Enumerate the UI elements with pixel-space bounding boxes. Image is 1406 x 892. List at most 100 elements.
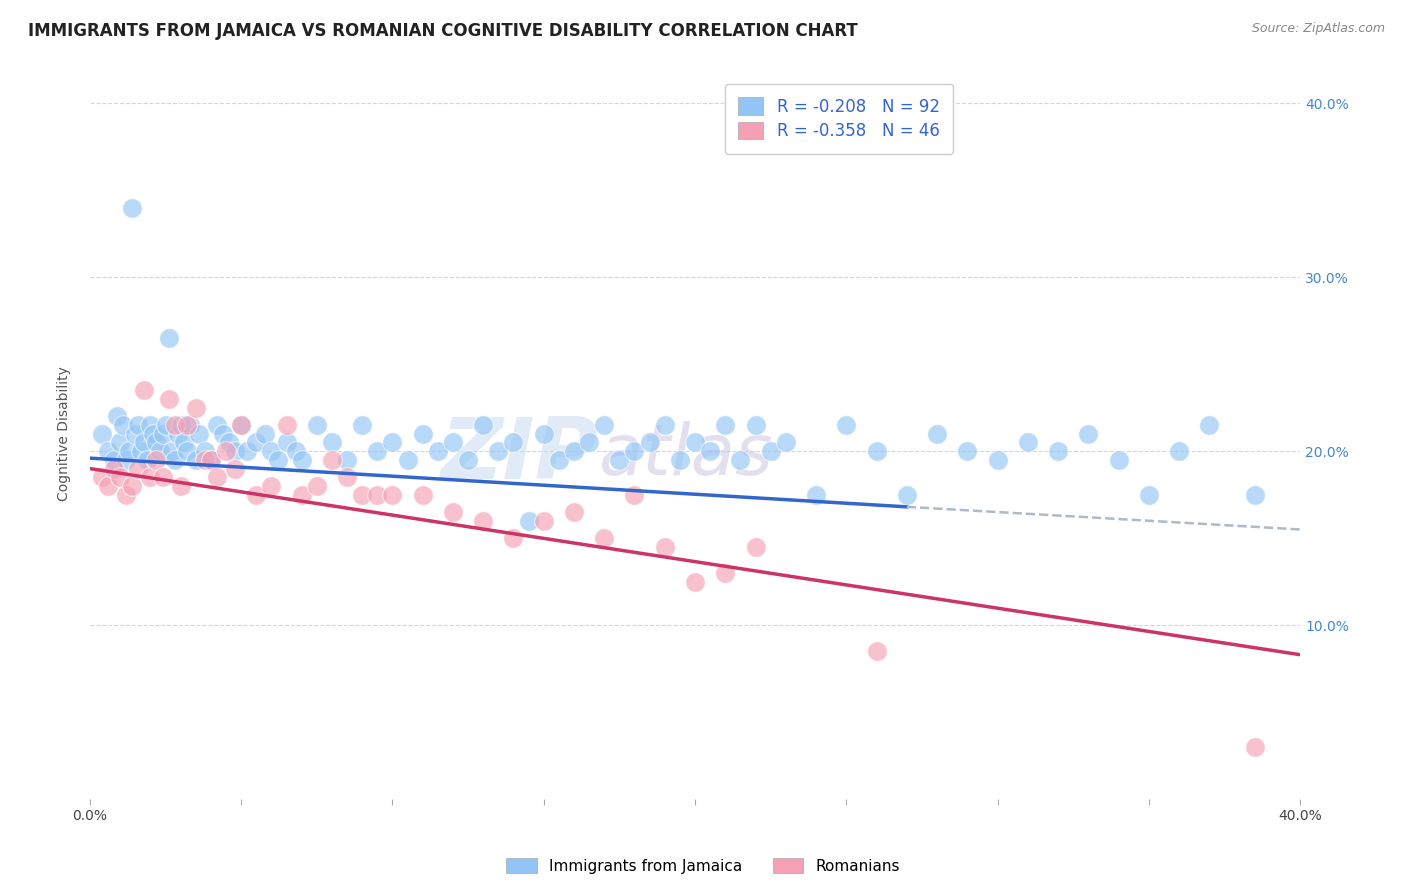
Point	[276, 418, 298, 433]
Point	[166, 426, 188, 441]
Point	[108, 470, 131, 484]
Point	[457, 453, 479, 467]
Point	[1017, 435, 1039, 450]
Point	[714, 566, 737, 580]
Point	[184, 453, 207, 467]
Point	[865, 444, 887, 458]
Point	[291, 453, 314, 467]
Point	[533, 426, 555, 441]
Point	[896, 488, 918, 502]
Point	[163, 453, 186, 467]
Point	[654, 540, 676, 554]
Point	[152, 426, 174, 441]
Point	[284, 444, 307, 458]
Point	[396, 453, 419, 467]
Point	[412, 488, 434, 502]
Point	[97, 444, 120, 458]
Point	[231, 418, 253, 433]
Point	[231, 418, 253, 433]
Point	[547, 453, 569, 467]
Point	[669, 453, 692, 467]
Point	[170, 479, 193, 493]
Point	[134, 435, 156, 450]
Point	[865, 644, 887, 658]
Point	[131, 444, 153, 458]
Point	[759, 444, 782, 458]
Point	[121, 201, 143, 215]
Point	[533, 514, 555, 528]
Point	[699, 444, 721, 458]
Point	[103, 453, 125, 467]
Point	[170, 418, 193, 433]
Point	[254, 426, 277, 441]
Point	[115, 453, 138, 467]
Point	[218, 435, 240, 450]
Point	[336, 453, 359, 467]
Text: ZIP: ZIP	[440, 414, 598, 497]
Point	[683, 574, 706, 589]
Point	[578, 435, 600, 450]
Text: atlas: atlas	[598, 421, 773, 491]
Point	[163, 418, 186, 433]
Point	[200, 453, 222, 467]
Point	[1047, 444, 1070, 458]
Point	[412, 426, 434, 441]
Point	[103, 461, 125, 475]
Text: Source: ZipAtlas.com: Source: ZipAtlas.com	[1251, 22, 1385, 36]
Point	[502, 531, 524, 545]
Point	[142, 426, 165, 441]
Point	[236, 444, 259, 458]
Point	[160, 444, 183, 458]
Point	[623, 488, 645, 502]
Point	[245, 488, 267, 502]
Point	[179, 418, 201, 433]
Point	[1168, 444, 1191, 458]
Point	[157, 331, 180, 345]
Point	[381, 435, 404, 450]
Point	[1243, 739, 1265, 754]
Point	[956, 444, 979, 458]
Point	[593, 418, 616, 433]
Point	[187, 426, 209, 441]
Point	[105, 409, 128, 424]
Point	[654, 418, 676, 433]
Point	[683, 435, 706, 450]
Point	[321, 435, 343, 450]
Point	[224, 444, 246, 458]
Point	[155, 418, 177, 433]
Point	[145, 453, 167, 467]
Point	[260, 479, 283, 493]
Point	[986, 453, 1008, 467]
Point	[609, 453, 631, 467]
Point	[127, 418, 149, 433]
Point	[97, 479, 120, 493]
Point	[305, 418, 328, 433]
Point	[352, 488, 374, 502]
Point	[260, 444, 283, 458]
Point	[925, 426, 948, 441]
Point	[112, 418, 135, 433]
Point	[176, 444, 198, 458]
Point	[381, 488, 404, 502]
Point	[115, 488, 138, 502]
Text: IMMIGRANTS FROM JAMAICA VS ROMANIAN COGNITIVE DISABILITY CORRELATION CHART: IMMIGRANTS FROM JAMAICA VS ROMANIAN COGN…	[28, 22, 858, 40]
Point	[352, 418, 374, 433]
Point	[744, 540, 766, 554]
Legend: R = -0.208   N = 92, R = -0.358   N = 46: R = -0.208 N = 92, R = -0.358 N = 46	[725, 84, 953, 153]
Point	[205, 418, 228, 433]
Point	[121, 479, 143, 493]
Point	[139, 418, 162, 433]
Point	[366, 444, 388, 458]
Point	[472, 418, 495, 433]
Point	[638, 435, 661, 450]
Y-axis label: Cognitive Disability: Cognitive Disability	[58, 367, 72, 501]
Point	[593, 531, 616, 545]
Point	[486, 444, 509, 458]
Point	[148, 444, 170, 458]
Point	[276, 435, 298, 450]
Point	[194, 453, 217, 467]
Point	[224, 461, 246, 475]
Point	[562, 505, 585, 519]
Point	[1137, 488, 1160, 502]
Point	[245, 435, 267, 450]
